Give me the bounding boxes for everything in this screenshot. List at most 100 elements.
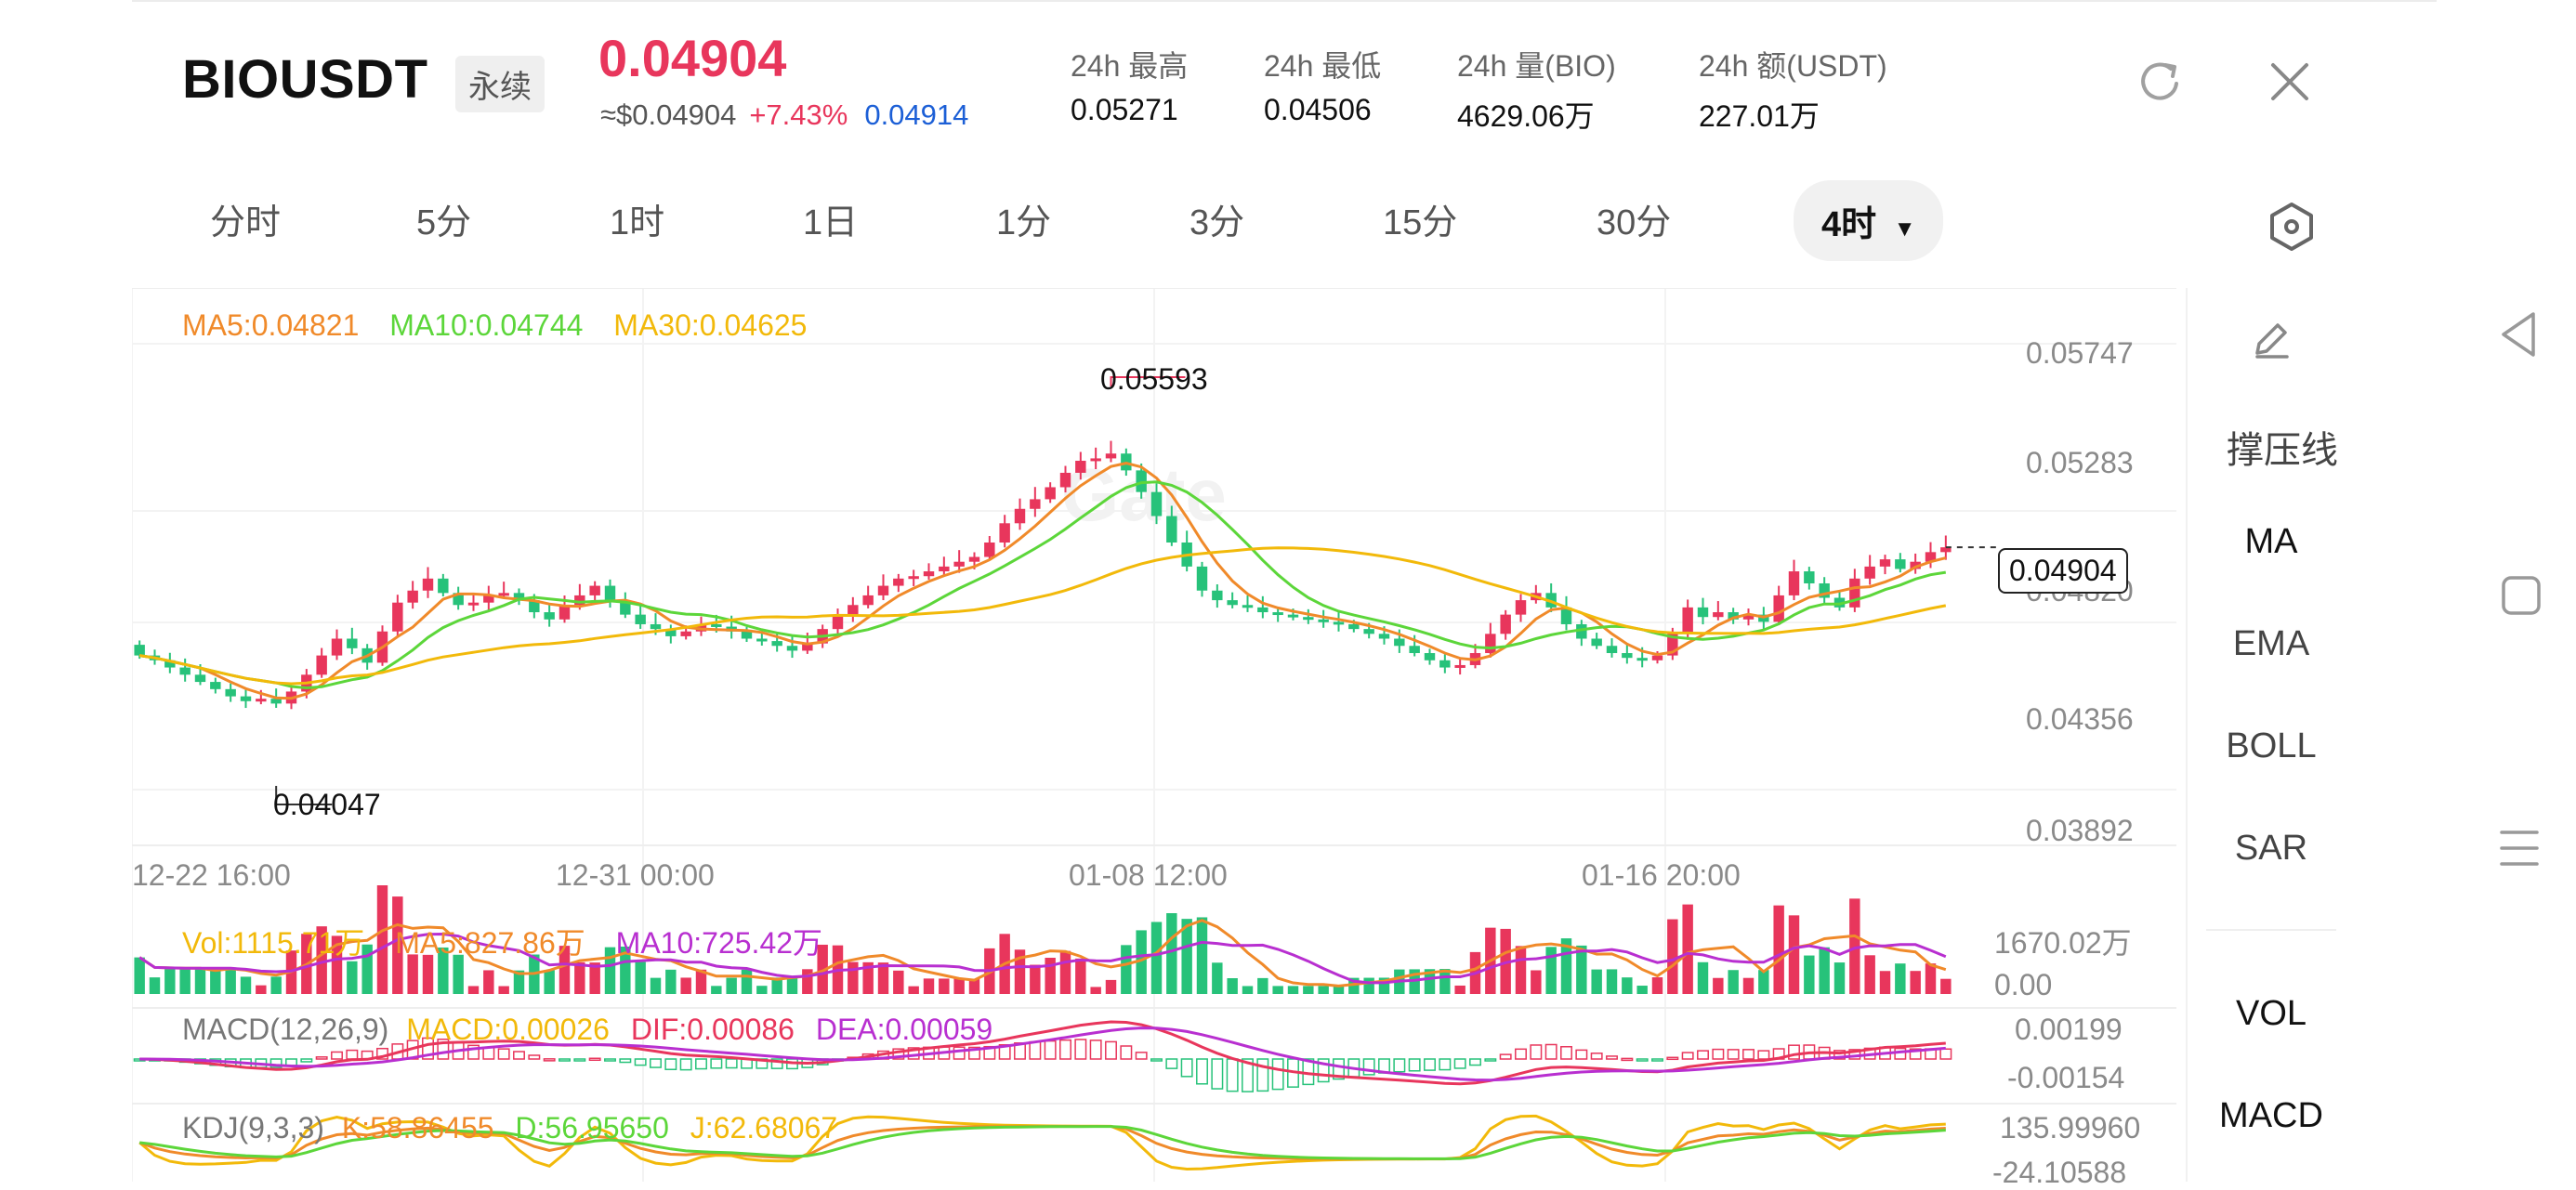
- tab-timeframe[interactable]: 3分: [1189, 203, 1245, 242]
- macd-histogram-bar: [1059, 1039, 1071, 1060]
- tab-timeframe[interactable]: 1日: [803, 203, 859, 242]
- volume-bar: [1636, 986, 1648, 994]
- candle-body: [1196, 566, 1208, 591]
- candle-body: [422, 578, 434, 591]
- candle-body: [1925, 552, 1937, 562]
- stat-label: 24h 最低: [1264, 49, 1382, 83]
- candle-body: [1667, 634, 1678, 656]
- volume-bar: [1545, 947, 1557, 994]
- candle-body: [999, 523, 1010, 543]
- candle-body: [589, 585, 600, 595]
- candle-body: [939, 566, 950, 572]
- refresh-icon[interactable]: [2134, 56, 2186, 108]
- high-marker-line: [1110, 376, 1186, 386]
- vol-y-label: 1670.02万: [1994, 926, 2132, 960]
- volume-bar: [1166, 913, 1177, 994]
- candle-body: [1485, 634, 1496, 654]
- volume-bar: [347, 961, 358, 994]
- macd-histogram-bar: [1651, 1058, 1663, 1062]
- candle-body: [1150, 491, 1163, 517]
- candle-body: [786, 646, 798, 651]
- moving-average-lines: [138, 462, 1947, 700]
- close-icon[interactable]: [2264, 56, 2316, 108]
- indicator-ema[interactable]: EMA: [2232, 624, 2310, 663]
- tab-timeframe[interactable]: 30分: [1597, 203, 1672, 242]
- y-axis-label: 0.05283: [2026, 446, 2134, 479]
- volume-bar: [1075, 958, 1086, 994]
- ma5-legend: MA5:0.04821: [182, 308, 360, 342]
- tab-timeframe[interactable]: 1分: [996, 203, 1052, 242]
- stat-value: 4629.06万: [1457, 99, 1595, 133]
- macd-histogram-bar: [1575, 1049, 1588, 1060]
- dea-line: [139, 1027, 1946, 1082]
- macd-histogram-bar: [1180, 1058, 1193, 1078]
- volume-bar: [1257, 977, 1268, 994]
- menu-lines-icon[interactable]: [2496, 825, 2543, 871]
- candle-body: [1257, 607, 1268, 613]
- indicator-sar[interactable]: SAR: [2234, 829, 2308, 868]
- candle-body: [1742, 614, 1755, 620]
- candle-body: [1045, 487, 1056, 500]
- high-price-marker: 0.05593: [1100, 362, 1208, 396]
- indicator-vol[interactable]: VOL: [2235, 994, 2307, 1033]
- candle-body: [1910, 561, 1921, 569]
- candle-body: [604, 585, 616, 601]
- macd-histogram-bar: [269, 1058, 283, 1068]
- ma10-legend: MA10:0.04744: [389, 308, 584, 342]
- volume-bar: [164, 969, 176, 994]
- x-axis-label: 01-16 20:00: [1582, 858, 1741, 892]
- candle-body: [164, 660, 176, 668]
- macd-histogram-bar: [1362, 1058, 1375, 1076]
- macd-histogram-bar: [1135, 1052, 1148, 1060]
- candle-body: [1606, 646, 1618, 654]
- indicator-support-resistance[interactable]: 撑压线: [2227, 430, 2338, 471]
- volume-bar: [316, 926, 327, 994]
- macd-histogram-bar: [1029, 1040, 1042, 1060]
- candle-body: [1287, 614, 1299, 618]
- macd-histogram-bar: [467, 1044, 480, 1060]
- kdj-d-line: [139, 1125, 1946, 1160]
- candle-body: [1227, 600, 1238, 606]
- macd-histogram-bar: [1393, 1058, 1406, 1073]
- volume-bar: [1864, 955, 1875, 994]
- pencil-icon[interactable]: [2188, 316, 2355, 372]
- candle-body: [225, 688, 236, 697]
- tab-timeframe[interactable]: 5分: [416, 203, 472, 242]
- candle-body: [1318, 619, 1329, 622]
- macd-histogram-bar: [528, 1054, 541, 1060]
- volume-bar: [1591, 969, 1602, 994]
- hexagon-settings-icon[interactable]: [2264, 199, 2320, 255]
- indicator-boll[interactable]: BOLL: [2226, 726, 2317, 765]
- macd-histogram-bar: [543, 1058, 556, 1062]
- volume-bar: [604, 947, 616, 994]
- candle-body: [1105, 453, 1117, 459]
- indicator-ma[interactable]: MA: [2244, 522, 2298, 561]
- candle-body: [270, 699, 282, 704]
- chart-grid: [132, 288, 2176, 1182]
- volume-bar: [1531, 970, 1542, 994]
- tab-timeframe[interactable]: 分时: [210, 203, 282, 242]
- macd-histogram-bar: [725, 1058, 738, 1069]
- candle-body: [711, 623, 722, 627]
- y-axis-label: 0.03892: [2026, 814, 2134, 847]
- tab-timeframe-active[interactable]: 4时 ▼: [1794, 180, 1944, 261]
- stat-24h-turnover: 24h 额(USDT) 227.01万: [1699, 43, 1887, 136]
- volume-bar: [635, 961, 646, 994]
- volume-bar: [1804, 955, 1815, 994]
- macd-histogram-bar: [1317, 1058, 1330, 1083]
- candle-body: [741, 631, 753, 639]
- home-square-icon[interactable]: [2500, 574, 2543, 617]
- macd-histogram-bar: [1271, 1058, 1284, 1091]
- macd-histogram-bar: [968, 1046, 980, 1060]
- macd-histogram-bar: [346, 1049, 359, 1060]
- macd-histogram-bar: [1074, 1039, 1087, 1060]
- tab-timeframe[interactable]: 15分: [1383, 203, 1458, 242]
- macd-histogram-bar: [1256, 1058, 1269, 1092]
- volume-bar: [1105, 979, 1117, 994]
- indicator-macd[interactable]: MACD: [2219, 1096, 2323, 1135]
- macd-histogram-bar: [1939, 1048, 1952, 1060]
- tab-timeframe[interactable]: 1时: [610, 203, 665, 242]
- macd-histogram-bar: [1530, 1044, 1543, 1060]
- kline-chart[interactable]: Gate: [132, 288, 2176, 1182]
- back-triangle-icon[interactable]: [2496, 307, 2543, 362]
